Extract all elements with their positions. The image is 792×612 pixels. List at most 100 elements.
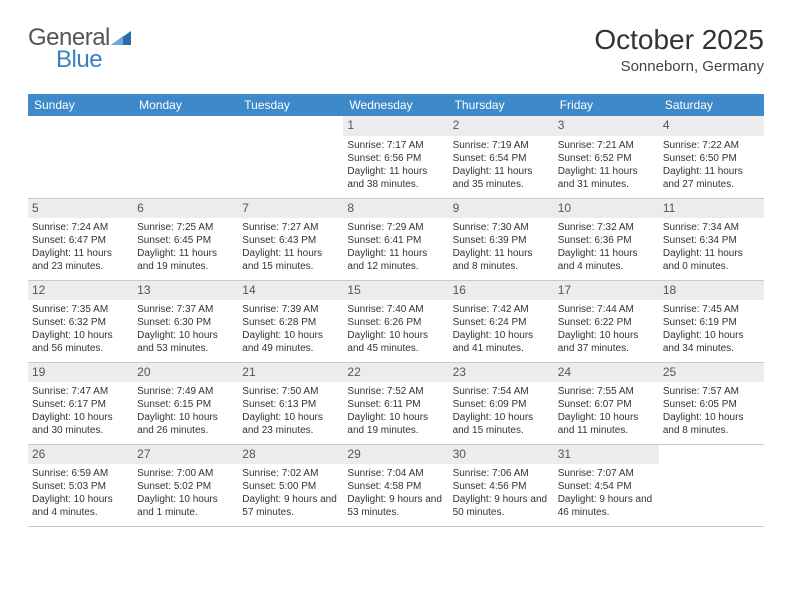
daylight-text: Daylight: 11 hours and 38 minutes. [347,165,444,191]
sunset-text: Sunset: 6:56 PM [347,152,444,165]
sunset-text: Sunset: 6:26 PM [347,316,444,329]
sunset-text: Sunset: 6:05 PM [663,398,760,411]
sunset-text: Sunset: 6:41 PM [347,234,444,247]
calendar-cell: 14Sunrise: 7:39 AMSunset: 6:28 PMDayligh… [238,280,343,362]
day-number: 17 [554,281,659,301]
day-number: 22 [343,363,448,383]
day-number: 5 [28,199,133,219]
sunset-text: Sunset: 4:54 PM [558,480,655,493]
calendar-cell: 19Sunrise: 7:47 AMSunset: 6:17 PMDayligh… [28,362,133,444]
daylight-text: Daylight: 10 hours and 4 minutes. [32,493,129,519]
sunset-text: Sunset: 6:50 PM [663,152,760,165]
day-header: Friday [554,94,659,116]
sunrise-text: Sunrise: 7:57 AM [663,385,760,398]
calendar-cell: 18Sunrise: 7:45 AMSunset: 6:19 PMDayligh… [659,280,764,362]
sunset-text: Sunset: 6:45 PM [137,234,234,247]
daylight-text: Daylight: 10 hours and 11 minutes. [558,411,655,437]
calendar-cell: 21Sunrise: 7:50 AMSunset: 6:13 PMDayligh… [238,362,343,444]
calendar-cell: 11 Sunrise: 7:34 AMSunset: 6:34 PMDayligh… [659,198,764,280]
day-number: 23 [449,363,554,383]
calendar-cell: 2Sunrise: 7:19 AMSunset: 6:54 PMDaylight… [449,116,554,198]
sunrise-text: Sunrise: 7:06 AM [453,467,550,480]
sunset-text: Sunset: 6:19 PM [663,316,760,329]
sunrise-text: Sunrise: 7:24 AM [32,221,129,234]
daylight-text: Daylight: 10 hours and 30 minutes. [32,411,129,437]
calendar-page: GeneralBlue October 2025 Sonneborn, Germ… [0,0,792,547]
day-number: 19 [28,363,133,383]
sunset-text: Sunset: 6:34 PM [663,234,760,247]
brand-triangle-icon [111,24,131,40]
calendar-cell: 7Sunrise: 7:27 AMSunset: 6:43 PMDaylight… [238,198,343,280]
daylight-text: Daylight: 11 hours and 27 minutes. [663,165,760,191]
calendar-cell: 16Sunrise: 7:42 AMSunset: 6:24 PMDayligh… [449,280,554,362]
sunset-text: Sunset: 6:36 PM [558,234,655,247]
sunset-text: Sunset: 6:43 PM [242,234,339,247]
calendar-cell: 6Sunrise: 7:25 AMSunset: 6:45 PMDaylight… [133,198,238,280]
sunrise-text: Sunrise: 7:40 AM [347,303,444,316]
day-number: 25 [659,363,764,383]
sunrise-text: Sunrise: 7:32 AM [558,221,655,234]
calendar-cell [238,116,343,198]
day-header: Saturday [659,94,764,116]
day-number: 26 [28,445,133,465]
calendar-cell: 3Sunrise: 7:21 AMSunset: 6:52 PMDaylight… [554,116,659,198]
calendar-cell: 10Sunrise: 7:32 AMSunset: 6:36 PMDayligh… [554,198,659,280]
daylight-text: Daylight: 10 hours and 56 minutes. [32,329,129,355]
calendar-week-row: 12Sunrise: 7:35 AMSunset: 6:32 PMDayligh… [28,280,764,362]
calendar-cell: 20Sunrise: 7:49 AMSunset: 6:15 PMDayligh… [133,362,238,444]
calendar-cell: 30Sunrise: 7:06 AMSunset: 4:56 PMDayligh… [449,444,554,526]
day-number: 6 [133,199,238,219]
location: Sonneborn, Germany [594,58,764,75]
calendar-cell: 12Sunrise: 7:35 AMSunset: 6:32 PMDayligh… [28,280,133,362]
calendar-cell: 4Sunrise: 7:22 AMSunset: 6:50 PMDaylight… [659,116,764,198]
sunrise-text: Sunrise: 7:37 AM [137,303,234,316]
calendar-cell: 8Sunrise: 7:29 AMSunset: 6:41 PMDaylight… [343,198,448,280]
daylight-text: Daylight: 10 hours and 8 minutes. [663,411,760,437]
daylight-text: Daylight: 10 hours and 34 minutes. [663,329,760,355]
day-header: Monday [133,94,238,116]
sunset-text: Sunset: 4:56 PM [453,480,550,493]
sunset-text: Sunset: 6:39 PM [453,234,550,247]
sunset-text: Sunset: 5:02 PM [137,480,234,493]
daylight-text: Daylight: 10 hours and 23 minutes. [242,411,339,437]
day-number: 8 [343,199,448,219]
sunrise-text: Sunrise: 6:59 AM [32,467,129,480]
day-header: Tuesday [238,94,343,116]
sunset-text: Sunset: 6:54 PM [453,152,550,165]
daylight-text: Daylight: 11 hours and 0 minutes. [663,247,760,273]
calendar-cell [133,116,238,198]
sunrise-text: Sunrise: 7:30 AM [453,221,550,234]
sunset-text: Sunset: 4:58 PM [347,480,444,493]
day-header-row: Sunday Monday Tuesday Wednesday Thursday… [28,94,764,116]
day-header: Wednesday [343,94,448,116]
sunset-text: Sunset: 6:47 PM [32,234,129,247]
calendar-week-row: 1Sunrise: 7:17 AMSunset: 6:56 PMDaylight… [28,116,764,198]
calendar-cell: 31Sunrise: 7:07 AMSunset: 4:54 PMDayligh… [554,444,659,526]
sunrise-text: Sunrise: 7:34 AM [663,221,760,234]
day-number: 3 [554,116,659,136]
calendar-cell: 1Sunrise: 7:17 AMSunset: 6:56 PMDaylight… [343,116,448,198]
daylight-text: Daylight: 11 hours and 35 minutes. [453,165,550,191]
day-number: 4 [659,116,764,136]
sunrise-text: Sunrise: 7:39 AM [242,303,339,316]
calendar-cell: 25 Sunrise: 7:57 AMSunset: 6:05 PMDayligh… [659,362,764,444]
day-number: 11 [659,199,764,219]
day-number: 9 [449,199,554,219]
calendar-cell: 5Sunrise: 7:24 AMSunset: 6:47 PMDaylight… [28,198,133,280]
day-number: 7 [238,199,343,219]
day-number: 18 [659,281,764,301]
sunrise-text: Sunrise: 7:21 AM [558,139,655,152]
brand-part2: Blue [56,46,102,73]
calendar-cell: 13Sunrise: 7:37 AMSunset: 6:30 PMDayligh… [133,280,238,362]
daylight-text: Daylight: 10 hours and 41 minutes. [453,329,550,355]
sunrise-text: Sunrise: 7:50 AM [242,385,339,398]
day-number: 14 [238,281,343,301]
day-number: 31 [554,445,659,465]
sunrise-text: Sunrise: 7:49 AM [137,385,234,398]
day-number: 1 [343,116,448,136]
day-number: 24 [554,363,659,383]
sunrise-text: Sunrise: 7:42 AM [453,303,550,316]
sunset-text: Sunset: 6:15 PM [137,398,234,411]
calendar-cell [28,116,133,198]
sunrise-text: Sunrise: 7:35 AM [32,303,129,316]
